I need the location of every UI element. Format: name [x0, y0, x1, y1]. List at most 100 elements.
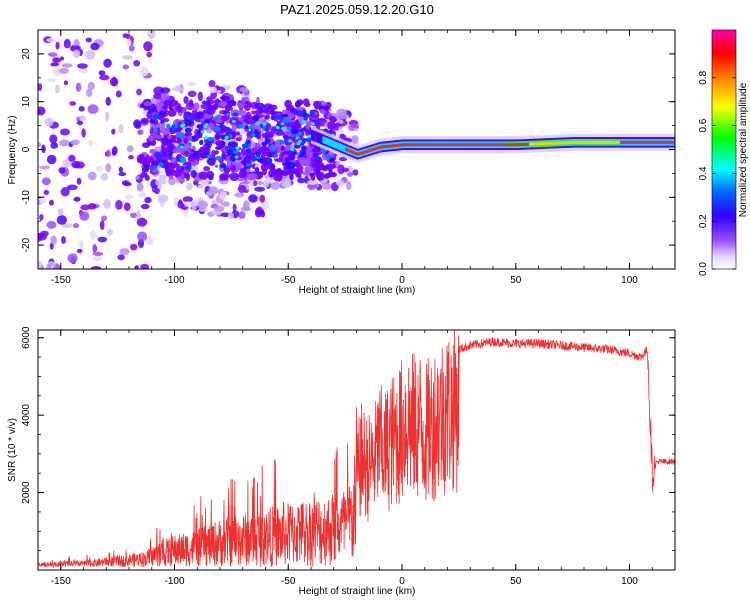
heatmap-x-tick-label: -100 [164, 275, 184, 286]
heatmap-cell [230, 164, 237, 173]
heatmap-cell [75, 82, 82, 93]
heatmap-cell [337, 164, 345, 175]
heatmap-cell [252, 114, 260, 121]
ridge-core [659, 140, 663, 144]
heatmap-cell [336, 179, 345, 187]
heatmap-cell [125, 33, 131, 39]
heatmap-cell [279, 140, 286, 145]
ridge-core [548, 141, 552, 145]
heatmap-cell [184, 165, 192, 171]
ridge-core [356, 152, 359, 156]
heatmap-cell [318, 172, 325, 181]
heatmap-cell [123, 202, 131, 212]
ridge-core [417, 143, 421, 147]
colorbar-label: Normalized spectral amplitude [738, 82, 749, 217]
ridge-core [401, 143, 405, 147]
heatmap-cell [136, 182, 144, 192]
ridge-core [601, 140, 605, 144]
heatmap-x-tick-label: 100 [621, 275, 638, 286]
heatmap-cell [186, 81, 197, 87]
snr-x-axis-label: Height of straight line (km) [299, 586, 416, 597]
ridge-core [396, 143, 399, 147]
heatmap-cell [246, 139, 251, 145]
heatmap-cell [296, 99, 304, 106]
heatmap-cell [221, 152, 226, 160]
heatmap-cell [296, 142, 301, 146]
heatmap-cell [301, 127, 308, 132]
ridge-core [432, 143, 435, 147]
ridge-core [419, 143, 423, 147]
ridge-mid [338, 143, 342, 151]
ridge-core [630, 140, 634, 144]
heatmap-cell [252, 180, 258, 187]
ridge-core [647, 140, 650, 144]
heatmap-cell [289, 162, 296, 168]
heatmap-y-ticks: -20 -10 0 10 20 [21, 29, 675, 270]
ridge-core [645, 140, 648, 144]
heatmap-cell [92, 243, 97, 254]
heatmap-cell [270, 115, 275, 121]
ridge-core [416, 143, 419, 147]
heatmap-cell [247, 125, 255, 130]
ridge-core [519, 143, 523, 146]
heatmap-cell [216, 89, 222, 95]
heatmap-cell [58, 167, 66, 174]
heatmap-cell [111, 128, 116, 135]
heatmap-cell [280, 145, 285, 152]
heatmap-cell [305, 145, 311, 155]
heatmap-cell [143, 163, 150, 173]
heatmap-cell [111, 76, 117, 87]
ridge-core [559, 141, 563, 145]
snr-x-ticks: -150 -100 -50 0 50 100 [37, 330, 676, 587]
heatmap-cell [184, 150, 190, 156]
chart-title: PAZ1.2025.059.12.20.G10 [280, 2, 434, 17]
snr-panel: -150 -100 -50 0 50 100 2000 4000 6000 Height of… [7, 326, 676, 597]
heatmap-cell [267, 162, 275, 171]
heatmap-cell [306, 113, 311, 118]
heatmap-cell [215, 146, 222, 150]
heatmap-cell [251, 156, 257, 162]
ridge-core [496, 143, 499, 147]
ridge-core [605, 140, 608, 144]
ridge-mid [336, 142, 340, 150]
heatmap-cell [215, 155, 222, 161]
ridge-core [499, 143, 503, 147]
heatmap-cell [137, 192, 147, 198]
heatmap-cell [46, 154, 57, 165]
ridge-core [359, 151, 363, 155]
heatmap-cell [106, 149, 111, 157]
heatmap-cell [283, 116, 291, 123]
ridge-core [654, 140, 658, 144]
ridge-core [510, 143, 514, 147]
ridge-core [638, 140, 641, 144]
heatmap-cell [92, 256, 103, 261]
heatmap-cell [183, 96, 189, 104]
ridge-core [667, 140, 670, 144]
heatmap-cell [215, 164, 219, 168]
snr-x-tick-label: 50 [510, 576, 522, 587]
heatmap-cell [60, 187, 70, 197]
heatmap-cell [307, 134, 312, 138]
heatmap-cell [225, 145, 229, 152]
colorbar-tick-label: 0.6 [698, 118, 709, 132]
ridge-core [425, 143, 428, 147]
heatmap-cell [103, 58, 112, 68]
heatmap-cell [66, 184, 78, 191]
ridge-core [545, 142, 548, 145]
heatmap-cell [259, 146, 266, 153]
heatmap-cell [275, 114, 282, 120]
heatmap-cell [264, 114, 270, 120]
ridge-core [476, 143, 479, 147]
heatmap-cell [143, 101, 153, 107]
ridge-core [376, 146, 379, 150]
heatmap-cell [39, 194, 47, 204]
heatmap-cell [244, 125, 249, 130]
colorbar-tick-label: 0.8 [698, 70, 709, 84]
ridge-core [381, 145, 385, 149]
ridge-core [348, 149, 352, 153]
heatmap-cell [259, 194, 266, 203]
heatmap-cell [181, 123, 186, 127]
ridge-core [441, 143, 445, 147]
heatmap-cell [88, 139, 94, 146]
heatmap-cell [183, 201, 193, 207]
